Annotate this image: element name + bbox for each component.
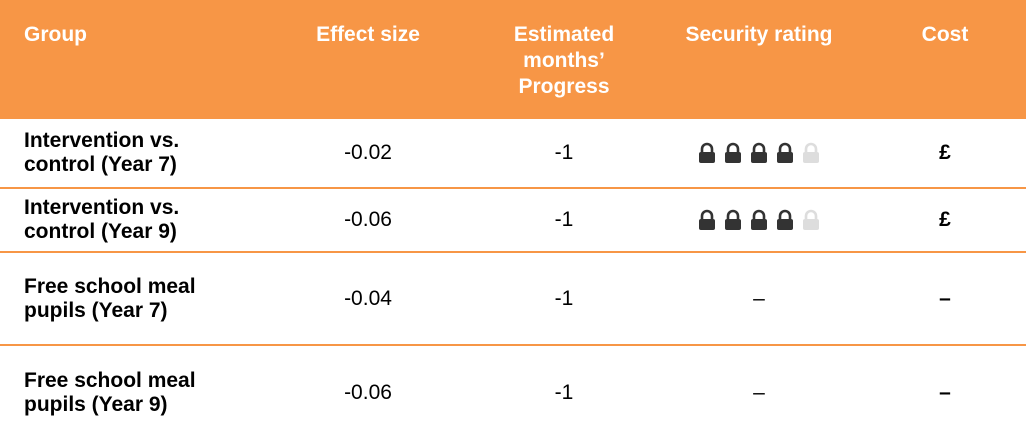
table-row: Free school meal pupils (Year 9) -0.06 -1–… bbox=[0, 344, 1026, 439]
header-cell: Group bbox=[0, 0, 262, 118]
table-row: Free school meal pupils (Year 7) -0.04 -1–… bbox=[0, 251, 1026, 345]
table-cell bbox=[654, 187, 864, 252]
table-cell: -1 bbox=[474, 251, 654, 345]
table-body: Intervention vs. control (Year 7) -0.02 -1… bbox=[0, 117, 1026, 439]
table-cell: -0.06 bbox=[262, 344, 474, 439]
table-cell: -1 bbox=[474, 117, 654, 188]
table-cell: -1 bbox=[474, 344, 654, 439]
table-row: Intervention vs. control (Year 9) -0.06 -1… bbox=[0, 187, 1026, 252]
header-cell: Estimated months’ Progress bbox=[474, 0, 654, 118]
lock-icon bbox=[725, 210, 741, 231]
lock-icon bbox=[803, 210, 819, 231]
table-cell: Intervention vs. control (Year 9) bbox=[0, 187, 262, 252]
lock-icon bbox=[803, 143, 819, 164]
table-cell: £ bbox=[864, 187, 1026, 252]
table-cell: Free school meal pupils (Year 9) bbox=[0, 344, 262, 439]
header-cell: Effect size bbox=[262, 0, 474, 118]
table-cell: -1 bbox=[474, 187, 654, 252]
lock-icon bbox=[725, 143, 741, 164]
header-cell: Security rating bbox=[654, 0, 864, 118]
table-cell: -0.04 bbox=[262, 251, 474, 345]
table-cell: – bbox=[654, 251, 864, 345]
table-cell: -0.06 bbox=[262, 187, 474, 252]
table-cell: Free school meal pupils (Year 7) bbox=[0, 251, 262, 345]
header-cell: Cost bbox=[864, 0, 1026, 118]
table-row: Intervention vs. control (Year 7) -0.02 -1… bbox=[0, 117, 1026, 188]
table-cell: – bbox=[864, 344, 1026, 439]
header-row: Group Effect size Estimated months’ Progre… bbox=[0, 0, 1026, 118]
lock-icon bbox=[699, 143, 715, 164]
lock-icon bbox=[751, 210, 767, 231]
table-cell: £ bbox=[864, 117, 1026, 188]
lock-icon bbox=[777, 210, 793, 231]
lock-icon bbox=[699, 210, 715, 231]
table-cell bbox=[654, 117, 864, 188]
lock-icon bbox=[777, 143, 793, 164]
table-cell: -0.02 bbox=[262, 117, 474, 188]
table-cell: – bbox=[654, 344, 864, 439]
table-cell: Intervention vs. control (Year 7) bbox=[0, 117, 262, 188]
lock-icon bbox=[751, 143, 767, 164]
table-cell: – bbox=[864, 251, 1026, 345]
